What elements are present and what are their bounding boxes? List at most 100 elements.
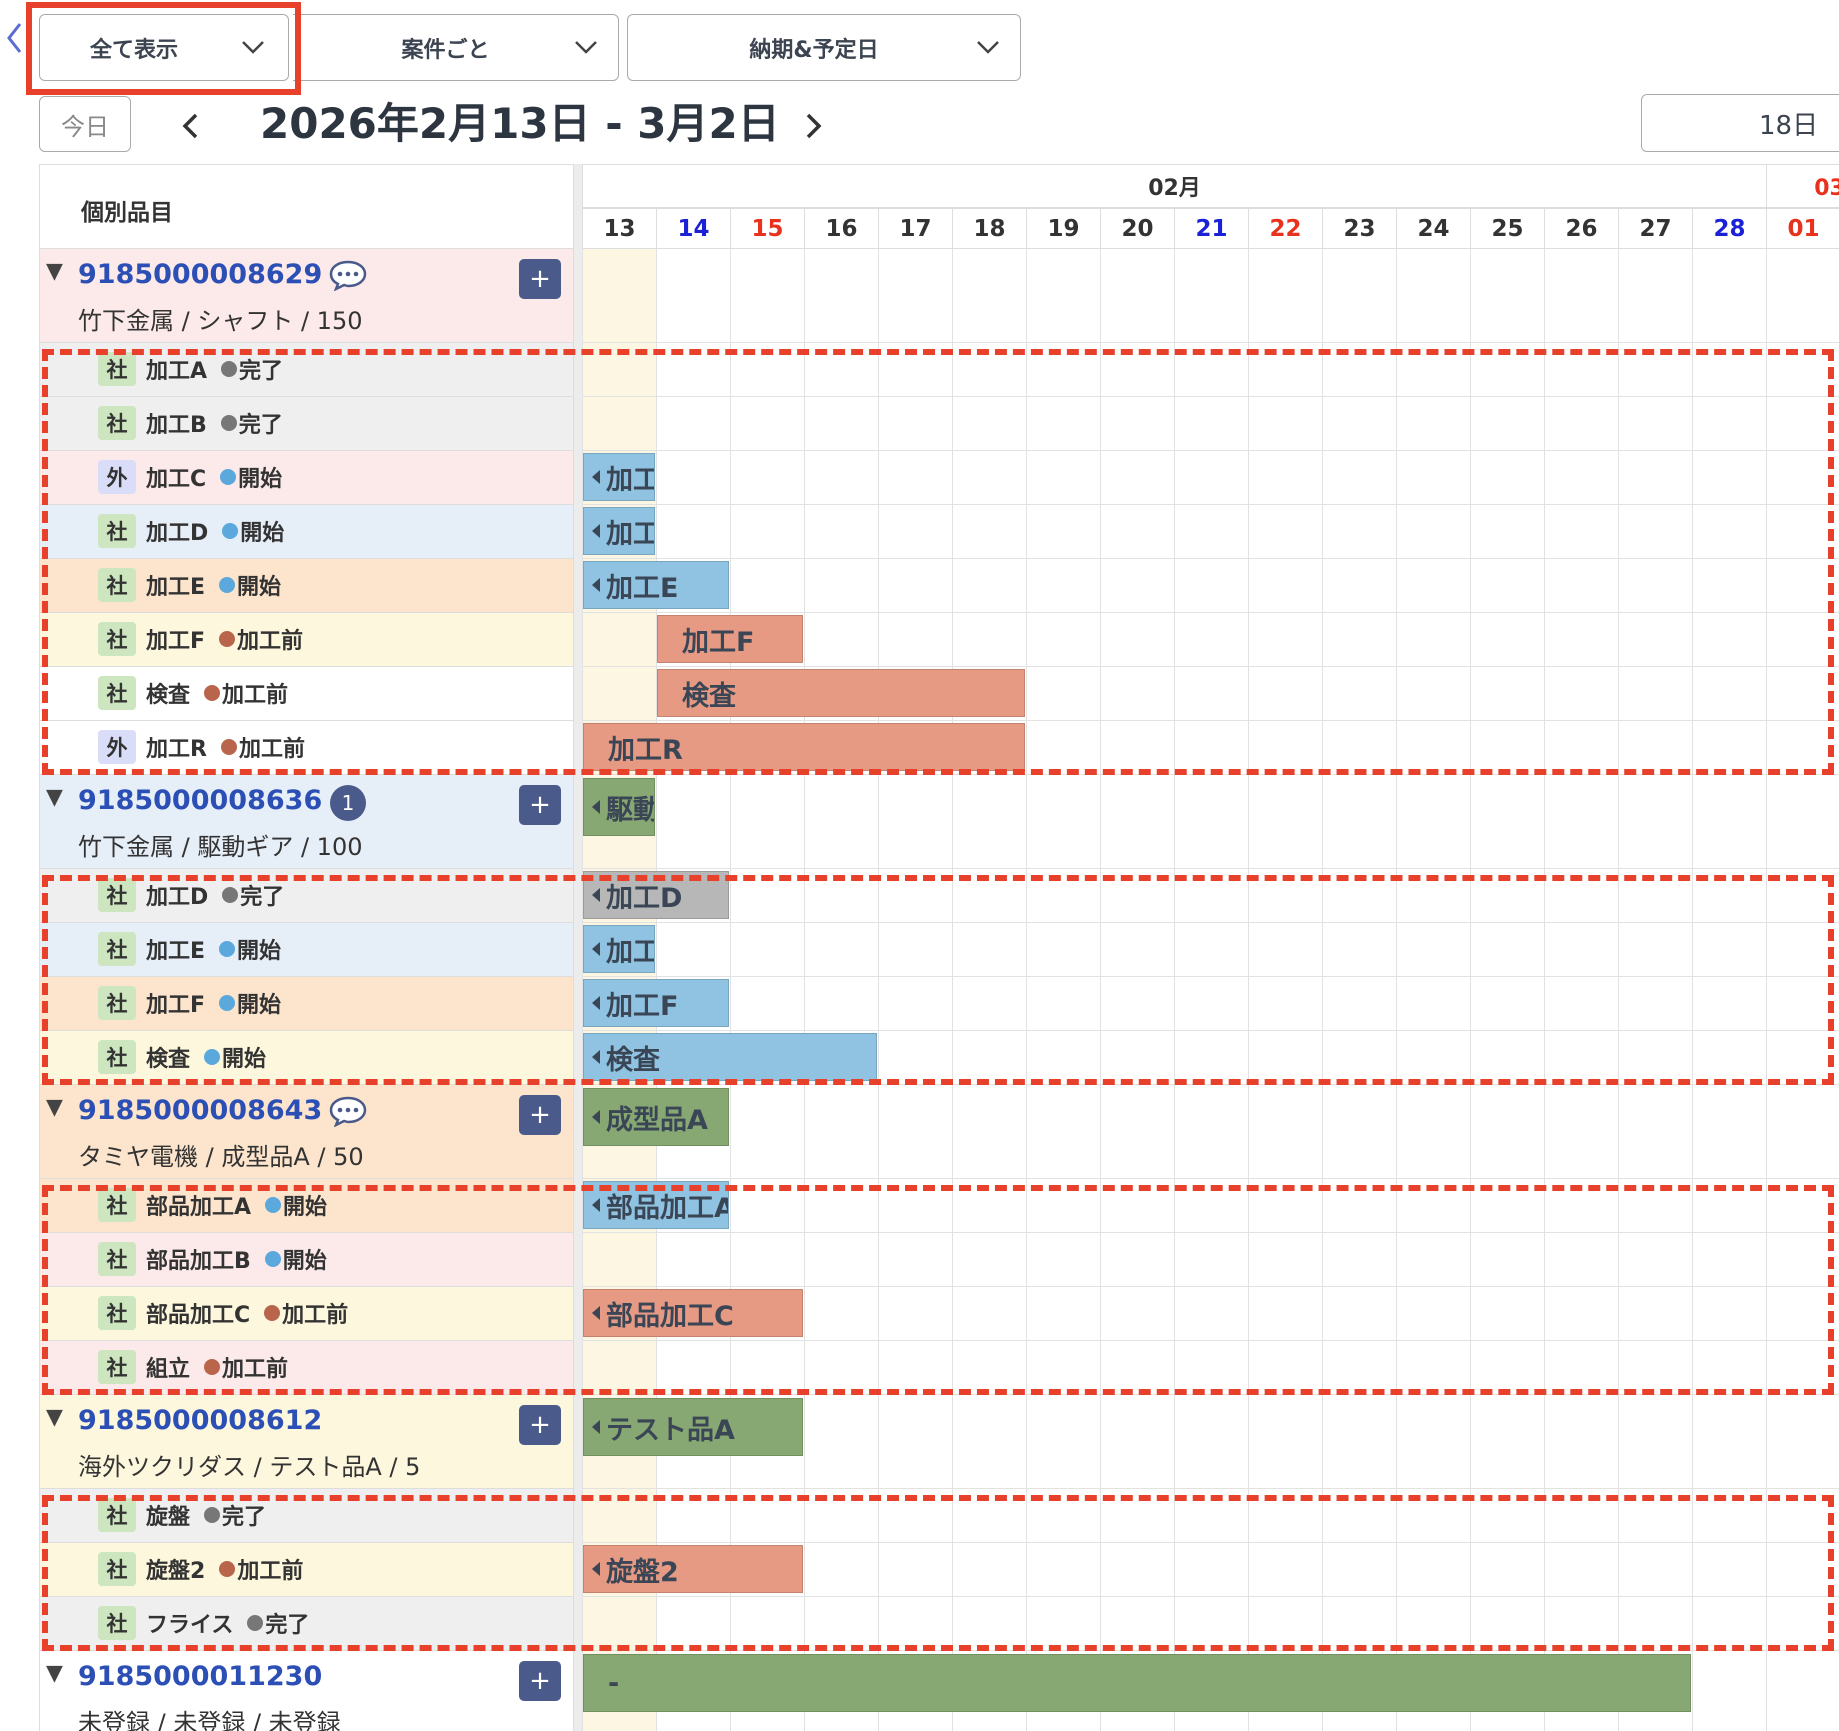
type-badge: 社 [98, 986, 136, 1020]
task-status: 完了 [265, 1613, 310, 1638]
add-button[interactable]: + [519, 1661, 561, 1701]
expand-icon: ▼ [46, 1095, 63, 1120]
dropdown-icon [977, 41, 999, 54]
gantt-bar[interactable]: 検査 [583, 1033, 877, 1081]
task-text: 部品加工A 開始 [146, 1179, 327, 1231]
status-dot [219, 631, 236, 647]
row-line [582, 868, 1839, 869]
task-status: 加工前 [222, 683, 289, 708]
prev-button[interactable] [180, 112, 202, 140]
zoom-select[interactable]: 18日 [1641, 94, 1839, 152]
continue-arrow [592, 578, 600, 592]
row-line [582, 504, 1839, 505]
task-text: 検査 開始 [146, 1031, 266, 1083]
task-row[interactable]: 社加工D 開始 [39, 505, 573, 559]
group-outline [42, 875, 1834, 1085]
continue-arrow [592, 1110, 600, 1124]
project-info: 竹下金属 / シャフト / 150 [78, 307, 363, 335]
status-dot [264, 1305, 281, 1321]
type-badge: 社 [98, 568, 136, 602]
task-text: 加工D 開始 [146, 505, 284, 557]
task-name: 加工R [146, 737, 207, 762]
today-label: 今日 [61, 112, 109, 141]
task-status: 完了 [240, 885, 285, 910]
task-row[interactable]: 外加工C 開始 [39, 451, 573, 505]
day-label: 21 [1174, 208, 1248, 249]
task-row[interactable]: 社加工F 加工前 [39, 613, 573, 667]
gantt-bar[interactable]: 成型品A [583, 1088, 729, 1146]
type-badge: 社 [98, 1498, 136, 1532]
add-button[interactable]: + [519, 785, 561, 825]
task-name: 部品加工B [146, 1249, 251, 1274]
gantt-bar[interactable]: 検査 [657, 669, 1025, 717]
task-row[interactable]: 社部品加工C 加工前 [39, 1287, 573, 1341]
project-id[interactable]: 9185000011230 [78, 1661, 323, 1692]
project-info: 竹下金属 / 駆動ギア / 100 [78, 833, 363, 861]
gantt-bar[interactable]: 駆動ギア [583, 778, 655, 836]
back-chevron[interactable] [4, 20, 24, 56]
next-button[interactable] [803, 112, 825, 140]
gantt-bar[interactable]: 部品加工C [583, 1289, 803, 1337]
gantt-grid [582, 249, 1839, 1731]
type-badge: 社 [98, 1242, 136, 1276]
gantt-bar[interactable]: 加工E [583, 561, 729, 609]
bar-label: 加工E [606, 572, 679, 604]
project-row[interactable]: ▼ 9185000011230 未登録 / 未登録 / 未登録 + [39, 1651, 573, 1731]
gantt-bar[interactable]: 加工D [583, 507, 655, 555]
gantt-bar[interactable]: 加工R [583, 723, 1025, 771]
day-label: 13 [582, 208, 656, 249]
gantt-bar[interactable]: 加工F [583, 979, 729, 1027]
bar-label: 加工D [606, 518, 654, 550]
gantt-bar[interactable]: 加工E [583, 925, 655, 973]
task-row[interactable]: 社加工B 完了 [39, 397, 573, 451]
day-label: 20 [1100, 208, 1174, 249]
row-line [582, 666, 1839, 667]
project-row[interactable]: ▼ 9185000008612 海外ツクリダス / テスト品A / 5 + [39, 1395, 573, 1489]
today-button[interactable]: 今日 [39, 96, 131, 152]
task-row[interactable]: 社加工F 開始 [39, 977, 573, 1031]
row-line [582, 612, 1839, 613]
project-id[interactable]: 9185000008629 [78, 259, 323, 290]
task-text: 部品加工B 開始 [146, 1233, 327, 1285]
gantt-bar[interactable]: 加工F [657, 615, 803, 663]
type-badge: 社 [98, 514, 136, 548]
task-status: 開始 [282, 1249, 327, 1274]
comment-icon[interactable] [328, 1095, 368, 1128]
add-button[interactable]: + [519, 1405, 561, 1445]
bar-label: 検査 [606, 1044, 660, 1076]
add-button[interactable]: + [519, 1095, 561, 1135]
project-id[interactable]: 9185000008612 [78, 1405, 323, 1436]
task-name: 加工F [146, 993, 206, 1018]
filter-button[interactable]: 案件ごと [293, 14, 619, 81]
task-status: 加工前 [237, 1559, 304, 1584]
task-name: 部品加工A [146, 1195, 252, 1220]
row-line [582, 1488, 1839, 1489]
gantt-bar[interactable]: テスト品A [583, 1398, 803, 1456]
dropdown-icon [575, 41, 597, 54]
project-id[interactable]: 9185000008643 [78, 1095, 323, 1126]
project-row[interactable]: ▼ 9185000008636 竹下金属 / 駆動ギア / 100 1 + [39, 775, 573, 869]
project-row[interactable]: ▼ 9185000008643 タミヤ電機 / 成型品A / 50 + [39, 1085, 573, 1179]
gantt-bar[interactable]: 加工C [583, 453, 655, 501]
task-row[interactable]: 社フライス 完了 [39, 1597, 573, 1651]
add-button[interactable]: + [519, 259, 561, 299]
task-row[interactable]: 外加工R 加工前 [39, 721, 573, 775]
task-row[interactable]: 社加工E 開始 [39, 923, 573, 977]
type-badge: 外 [98, 460, 136, 494]
day-label: 01 [1766, 208, 1839, 249]
gantt-bar[interactable]: - [583, 1654, 1691, 1712]
comment-icon[interactable] [328, 259, 368, 292]
status-dot [204, 685, 221, 701]
splitter[interactable] [573, 164, 582, 1731]
project-row[interactable]: ▼ 9185000008629 竹下金属 / シャフト / 150 + [39, 249, 573, 343]
task-row[interactable]: 社部品加工B 開始 [39, 1233, 573, 1287]
filter-button[interactable]: 納期&予定日 [627, 14, 1021, 81]
task-text: 加工R 加工前 [146, 721, 305, 773]
task-row[interactable]: 社加工E 開始 [39, 559, 573, 613]
gantt-bar[interactable]: 旋盤2 [583, 1545, 803, 1593]
task-row[interactable]: 社旋盤2 加工前 [39, 1543, 573, 1597]
project-id[interactable]: 9185000008636 [78, 785, 323, 816]
task-name: 加工E [146, 939, 206, 964]
task-row[interactable]: 社検査 加工前 [39, 667, 573, 721]
filter-label: 納期&予定日 [749, 37, 879, 63]
